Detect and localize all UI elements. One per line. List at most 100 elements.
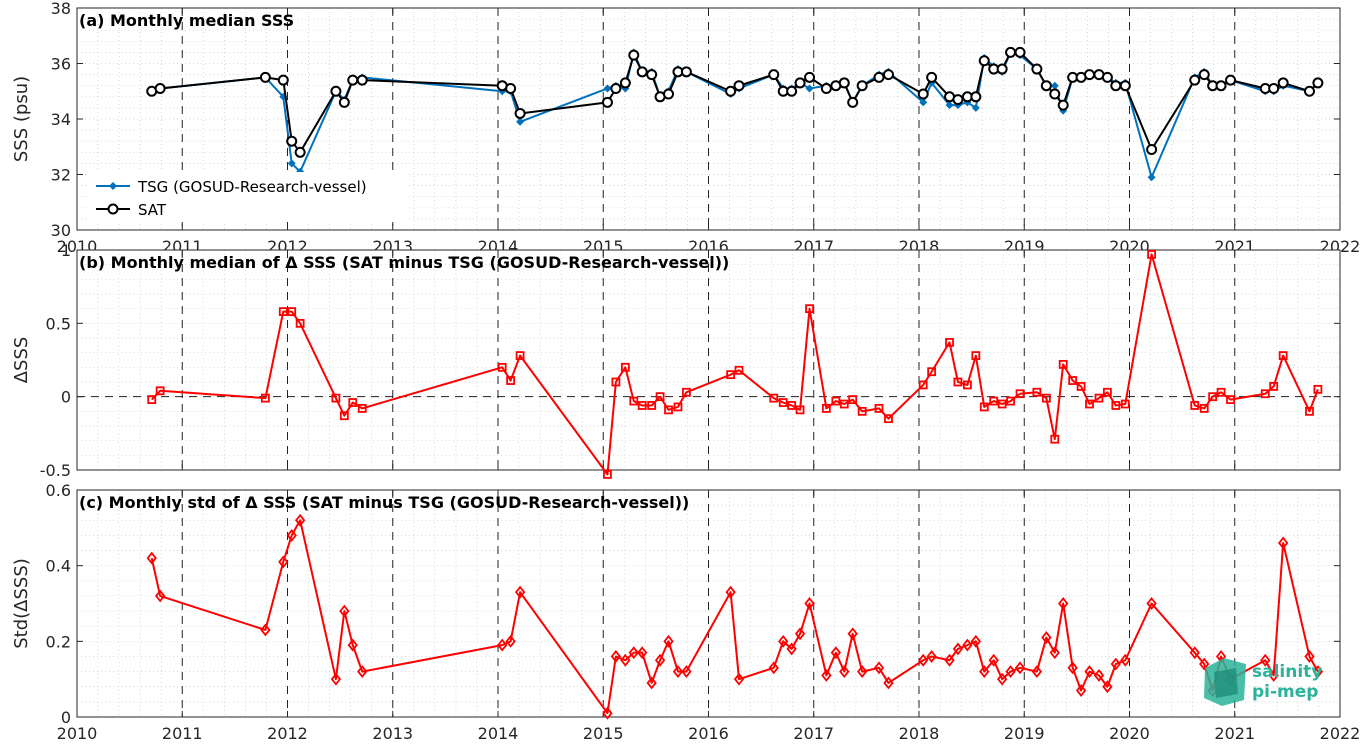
data-point (1067, 661, 1078, 675)
data-point (294, 513, 306, 527)
data-point (1226, 395, 1235, 405)
data-point (1094, 393, 1104, 403)
data-point (873, 661, 885, 675)
data-point (1032, 387, 1042, 397)
data-point (873, 71, 885, 83)
x-tick-label: 2013 (372, 724, 413, 743)
logo-mark-inner (1214, 668, 1238, 698)
data-point (1312, 77, 1324, 89)
x-tick-label: 2021 (1214, 724, 1255, 743)
data-point (603, 84, 612, 93)
data-point (804, 71, 816, 83)
data-point (260, 393, 270, 403)
data-point (769, 393, 779, 403)
data-point (1057, 99, 1069, 111)
data-point (1278, 351, 1288, 361)
data-point (681, 665, 692, 679)
y-tick-label: 0.6 (46, 481, 71, 500)
data-point (848, 395, 858, 405)
x-tick-label: 2019 (1004, 724, 1045, 743)
data-point (331, 393, 341, 403)
y-tick-label: 1 (61, 241, 71, 260)
data-point (1102, 387, 1112, 397)
data-point (989, 396, 999, 406)
data-point (1050, 434, 1060, 444)
data-point (1102, 680, 1113, 694)
data-point (1189, 646, 1200, 660)
data-point (1040, 80, 1052, 92)
data-point (857, 665, 868, 679)
data-point (804, 597, 815, 610)
data-point (663, 88, 675, 100)
data-point (347, 74, 359, 86)
data-point (646, 676, 657, 690)
data-point (1278, 536, 1289, 550)
data-point (1093, 668, 1105, 682)
data-point (1305, 406, 1314, 416)
data-point (611, 377, 621, 387)
data-point (647, 401, 657, 410)
data-point (1058, 359, 1068, 369)
data-point (619, 77, 631, 89)
data-point (147, 395, 157, 405)
data-point (1120, 653, 1131, 667)
data-point (725, 85, 737, 97)
data-point (610, 650, 622, 663)
data-point (1050, 81, 1059, 90)
data-point (882, 69, 894, 81)
data-point (1049, 646, 1060, 660)
data-point (1058, 597, 1069, 610)
data-point (787, 401, 797, 410)
y-tick-label: 0.2 (46, 632, 71, 651)
data-point (620, 653, 631, 667)
data-point (1147, 173, 1156, 182)
data-point (1068, 376, 1078, 385)
data-point (945, 337, 954, 347)
panel-title: (b) Monthly median of Δ SSS (SAT minus T… (79, 253, 729, 272)
data-point (1313, 384, 1323, 394)
data-point (506, 376, 516, 385)
data-point (821, 403, 831, 413)
data-point (287, 159, 296, 168)
data-point (277, 74, 289, 86)
data-point (1111, 401, 1121, 410)
data-point (768, 661, 779, 675)
data-point (847, 627, 858, 641)
data-point (497, 638, 508, 652)
data-point (838, 77, 850, 89)
data-point (260, 623, 271, 637)
data-point (1146, 597, 1157, 610)
data-point (636, 66, 648, 78)
data-point (294, 146, 306, 158)
data-point (1304, 650, 1315, 663)
data-point (831, 396, 841, 406)
y-tick-label: 36 (51, 55, 71, 74)
data-point (601, 96, 613, 108)
data-point (628, 646, 639, 660)
data-point (154, 589, 166, 603)
y-tick-label: 32 (51, 166, 71, 185)
data-point (820, 82, 832, 94)
legend-sat-label: SAT (138, 201, 167, 219)
data-point (637, 401, 647, 410)
x-tick-label: 2015 (583, 724, 624, 743)
y-tick-label: 0 (61, 388, 71, 407)
data-point (1146, 144, 1158, 156)
data-point (514, 585, 526, 599)
data-point (286, 135, 298, 147)
data-point (1120, 399, 1130, 409)
data-point (857, 406, 867, 416)
data-point (962, 638, 973, 652)
data-point (1085, 399, 1094, 409)
data-point (963, 380, 972, 390)
y-tick-label: 0.4 (46, 557, 71, 576)
y-tick-label: 34 (51, 110, 71, 129)
data-point (979, 402, 989, 412)
series-line (151, 253, 1319, 476)
data-point (944, 653, 955, 667)
panel-b: -0.5 0 0.5 1 ΔSSS (b) Monthly median of Δ SSS… (11, 241, 1341, 480)
data-point (988, 653, 999, 667)
data-point (970, 91, 982, 103)
data-point (1041, 393, 1051, 403)
data-point (680, 66, 692, 78)
